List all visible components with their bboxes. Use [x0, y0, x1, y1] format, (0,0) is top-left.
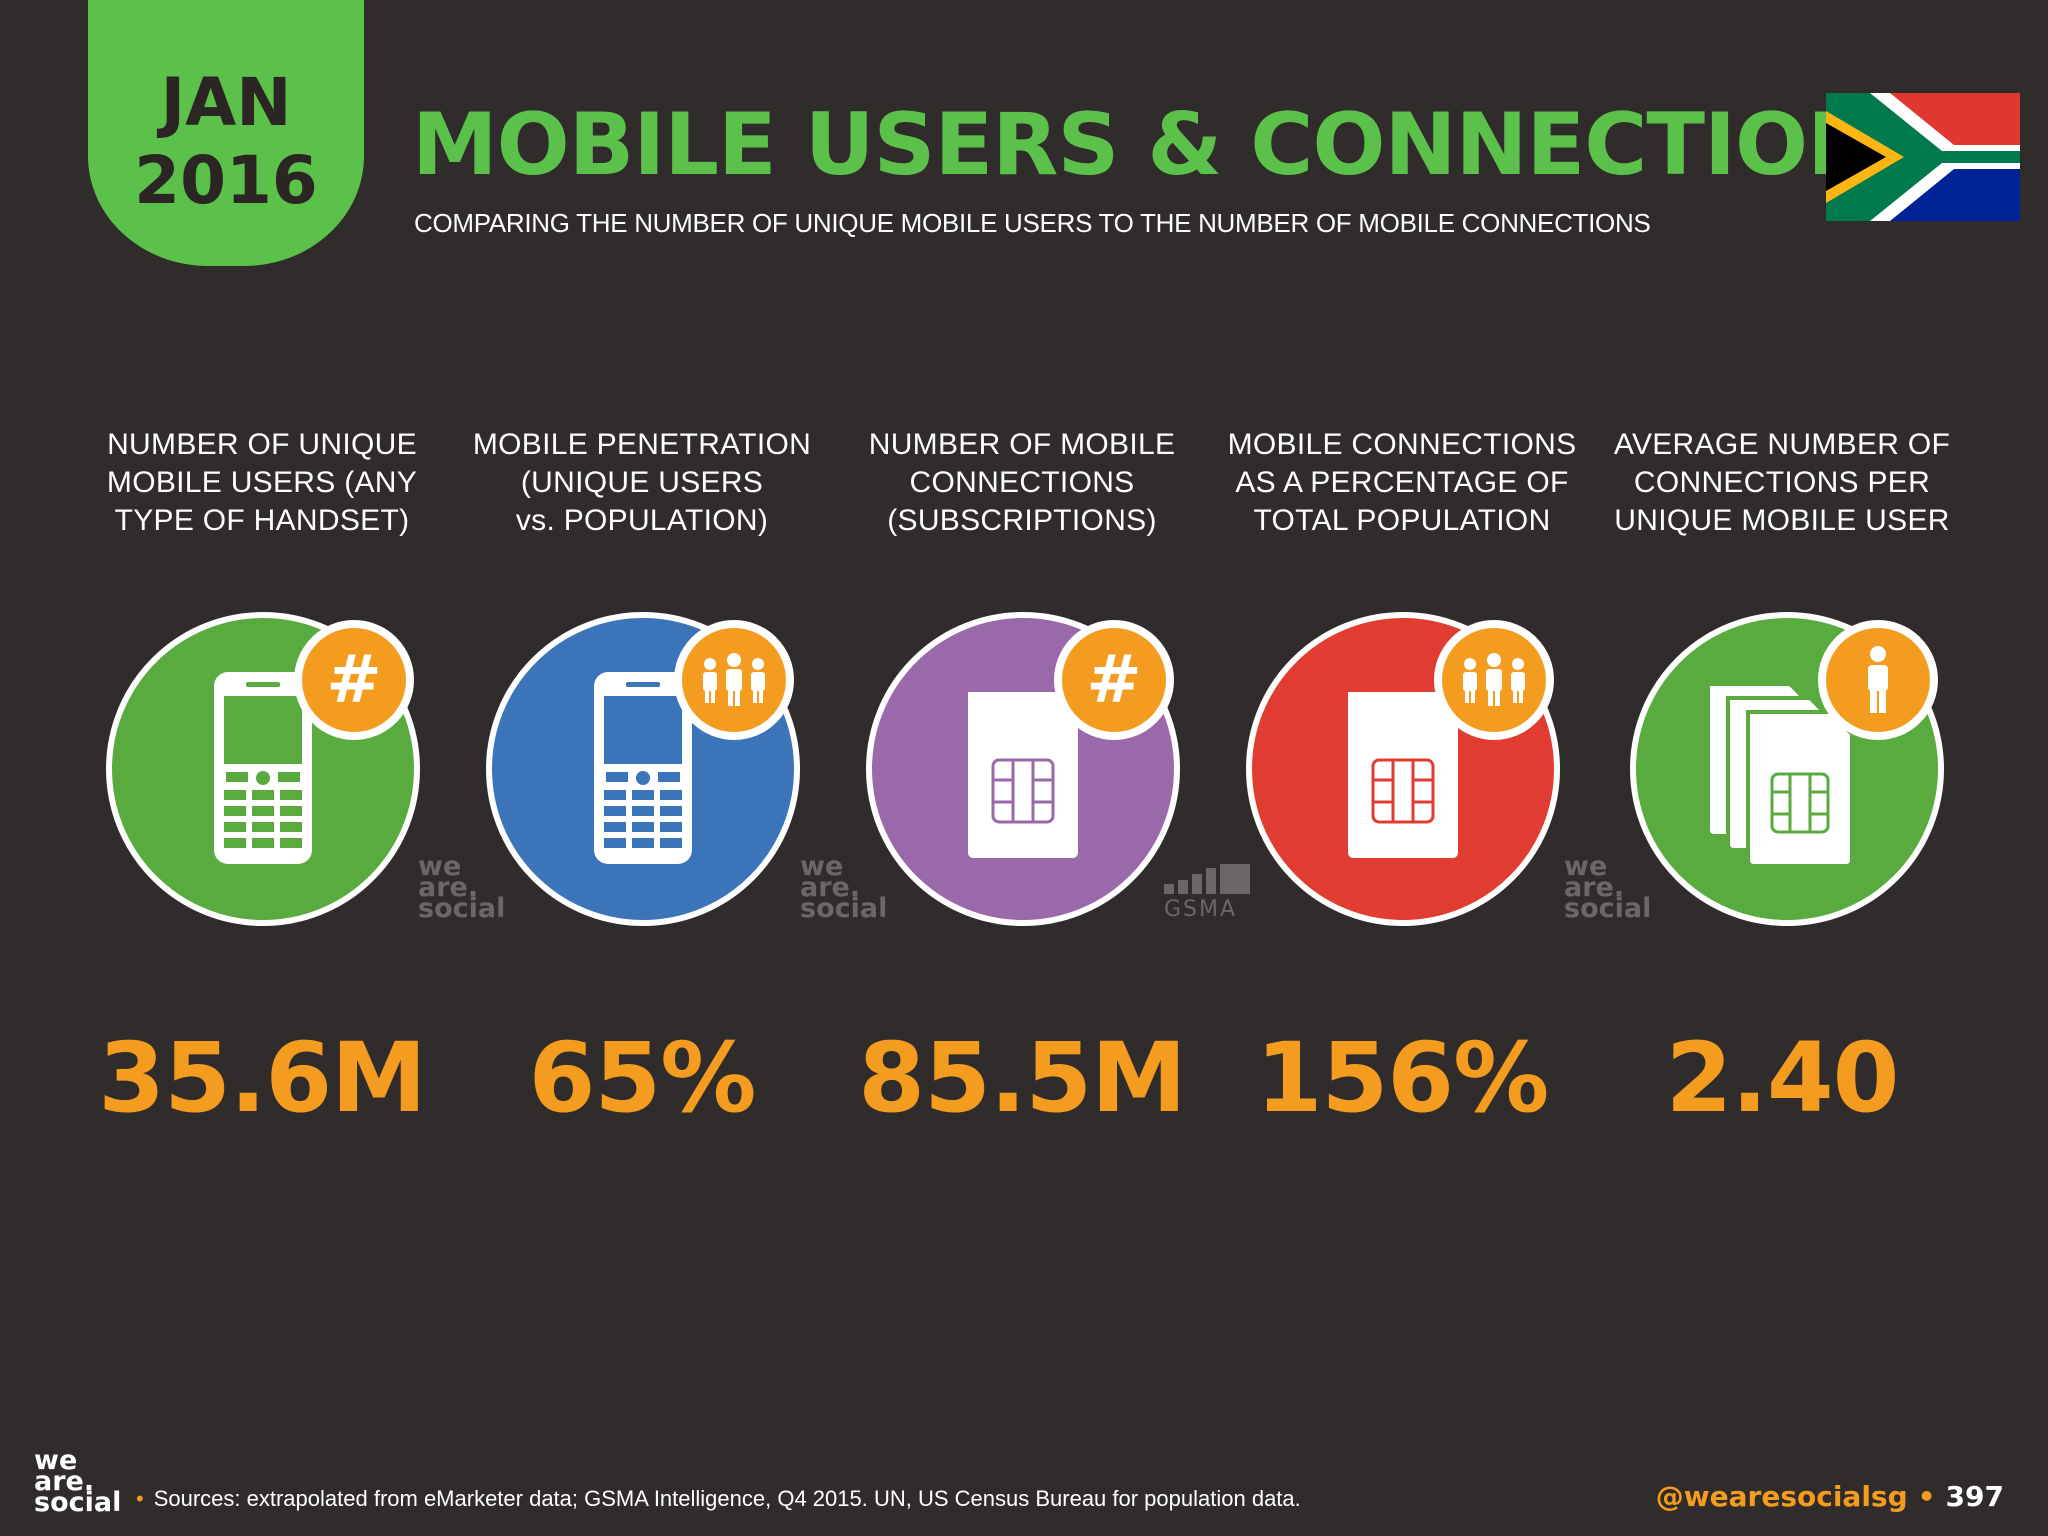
- stat-value: 85.5M: [858, 1022, 1186, 1134]
- we-are-social-logo: we are. social: [34, 1445, 122, 1518]
- date-month: JAN: [160, 64, 292, 141]
- we-are-social-watermark: we are. social: [418, 851, 506, 924]
- we-are-social-watermark: we are. social: [800, 851, 888, 924]
- person-icon: [1818, 620, 1938, 740]
- page-subtitle: COMPARING THE NUMBER OF UNIQUE MOBILE US…: [414, 208, 1651, 238]
- sources-note: • Sources: extrapolated from eMarketer da…: [136, 1486, 1301, 1511]
- stat-label: NUMBER OF UNIQUE MOBILE USERS (ANY TYPE OF…: [106, 428, 418, 537]
- mobile-phone-icon: [214, 672, 312, 864]
- stat-label: NUMBER OF MOBILE CONNECTIONS (SUBSCRIPTION…: [868, 428, 1176, 537]
- stat-label: MOBILE CONNECTIONS AS A PERCENTAGE OF TOTA…: [1227, 428, 1577, 537]
- stat-label: AVERAGE NUMBER OF CONNECTIONS PER UNIQUE M…: [1613, 428, 1951, 537]
- stat-value: 2.40: [1665, 1022, 1900, 1134]
- stat-value: 156%: [1255, 1022, 1550, 1134]
- gsma-watermark: GSMA: [1164, 864, 1252, 921]
- stat-value: 65%: [528, 1022, 757, 1134]
- people-group-icon: [1434, 620, 1554, 740]
- sim-card-icon: [1348, 692, 1458, 858]
- stat-value: 35.6M: [98, 1022, 426, 1134]
- hash-icon: #: [294, 620, 414, 740]
- people-group-icon: [674, 620, 794, 740]
- page-title: MOBILE USERS & CONNECTIONS: [412, 95, 1940, 195]
- stat-circle: [866, 612, 1180, 926]
- hash-icon: #: [1054, 620, 1174, 740]
- date-year: 2016: [134, 142, 318, 219]
- page-number: 397: [1945, 1480, 2004, 1513]
- mobile-phone-icon: [594, 672, 692, 864]
- stat-circle: [1630, 612, 1944, 926]
- we-are-social-watermark: we are. social: [1564, 851, 1652, 924]
- sim-card-icon: [968, 692, 1078, 858]
- social-handle: @wearesocialsg: [1655, 1480, 1908, 1513]
- south-africa-flag-icon: [1826, 93, 2020, 221]
- date-tab: JAN 2016: [88, 0, 364, 266]
- bullet-icon: •: [136, 1486, 144, 1511]
- stat-circle: [486, 612, 800, 926]
- stat-label: MOBILE PENETRATION (UNIQUE USERS vs. POPUL…: [472, 428, 812, 537]
- multiple-sim-cards-icon: [1706, 682, 1854, 868]
- footer-handle: @wearesocialsg • 397: [1656, 1480, 2004, 1513]
- bullet-icon: •: [1917, 1480, 1936, 1513]
